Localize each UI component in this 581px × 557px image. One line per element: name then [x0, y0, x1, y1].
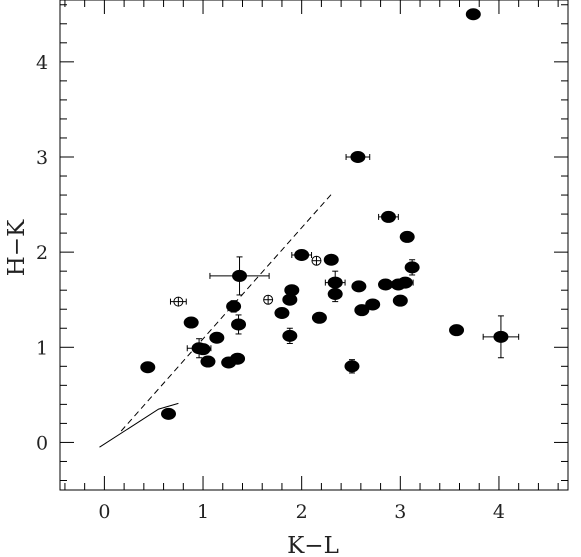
filled-data-point — [404, 261, 420, 274]
ticks — [60, 0, 568, 490]
filled-data-point — [327, 288, 343, 300]
filled-data-point — [195, 343, 211, 356]
filled-data-point — [397, 276, 413, 289]
filled-data-point — [327, 276, 343, 289]
filled-data-point — [354, 304, 370, 317]
filled-data-point — [365, 298, 381, 311]
x-tick-label: 0 — [98, 501, 110, 523]
x-tick-labels: 0 1 2 3 4 — [98, 501, 505, 523]
x-tick-label: 4 — [493, 501, 505, 523]
filled-data-point — [140, 361, 156, 374]
x-axis-title: K−L — [287, 533, 339, 557]
y-tick-label: 0 — [36, 432, 48, 454]
y-tick-labels: 0 1 2 3 4 — [36, 52, 48, 455]
filled-data-point — [231, 318, 247, 331]
filled-data-point — [392, 294, 408, 307]
open-data-point — [173, 296, 184, 307]
filled-data-point — [465, 8, 481, 21]
filled-data-point — [200, 355, 216, 368]
y-tick-label: 1 — [36, 337, 48, 359]
filled-data-point — [378, 278, 394, 291]
filled-data-point — [399, 230, 415, 243]
open-data-point — [263, 294, 274, 305]
filled-data-point — [344, 360, 360, 373]
reference-lines — [99, 191, 334, 448]
x-tick-label: 2 — [296, 501, 308, 523]
filled-data-point — [311, 311, 327, 324]
filled-data-point — [183, 316, 199, 329]
y-axis-title: H−K — [4, 219, 30, 276]
filled-data-point — [274, 307, 290, 320]
y-tick-label: 4 — [36, 52, 48, 74]
filled-data-point — [284, 284, 300, 297]
filled-data-point — [209, 331, 225, 344]
data-points — [140, 8, 509, 420]
filled-data-point — [323, 253, 339, 266]
filled-data-point — [351, 280, 367, 293]
filled-data-point — [493, 330, 509, 343]
filled-data-point — [232, 269, 248, 282]
dashed-reference-line — [120, 191, 334, 432]
x-tick-label: 3 — [394, 501, 406, 523]
filled-data-point — [161, 407, 177, 420]
filled-data-point — [282, 329, 298, 342]
open-data-point — [311, 255, 322, 266]
plot-frame — [59, 0, 569, 491]
filled-data-point — [294, 248, 310, 261]
filled-data-point — [230, 352, 246, 365]
y-tick-label: 3 — [36, 147, 48, 169]
x-tick-label: 1 — [197, 501, 209, 523]
solid-reference-line — [99, 402, 179, 448]
error-bars — [165, 9, 520, 420]
filled-data-point — [226, 300, 242, 313]
filled-data-point — [449, 324, 465, 337]
filled-data-point — [350, 150, 366, 163]
y-tick-label: 2 — [36, 242, 48, 264]
filled-data-point — [380, 210, 396, 223]
